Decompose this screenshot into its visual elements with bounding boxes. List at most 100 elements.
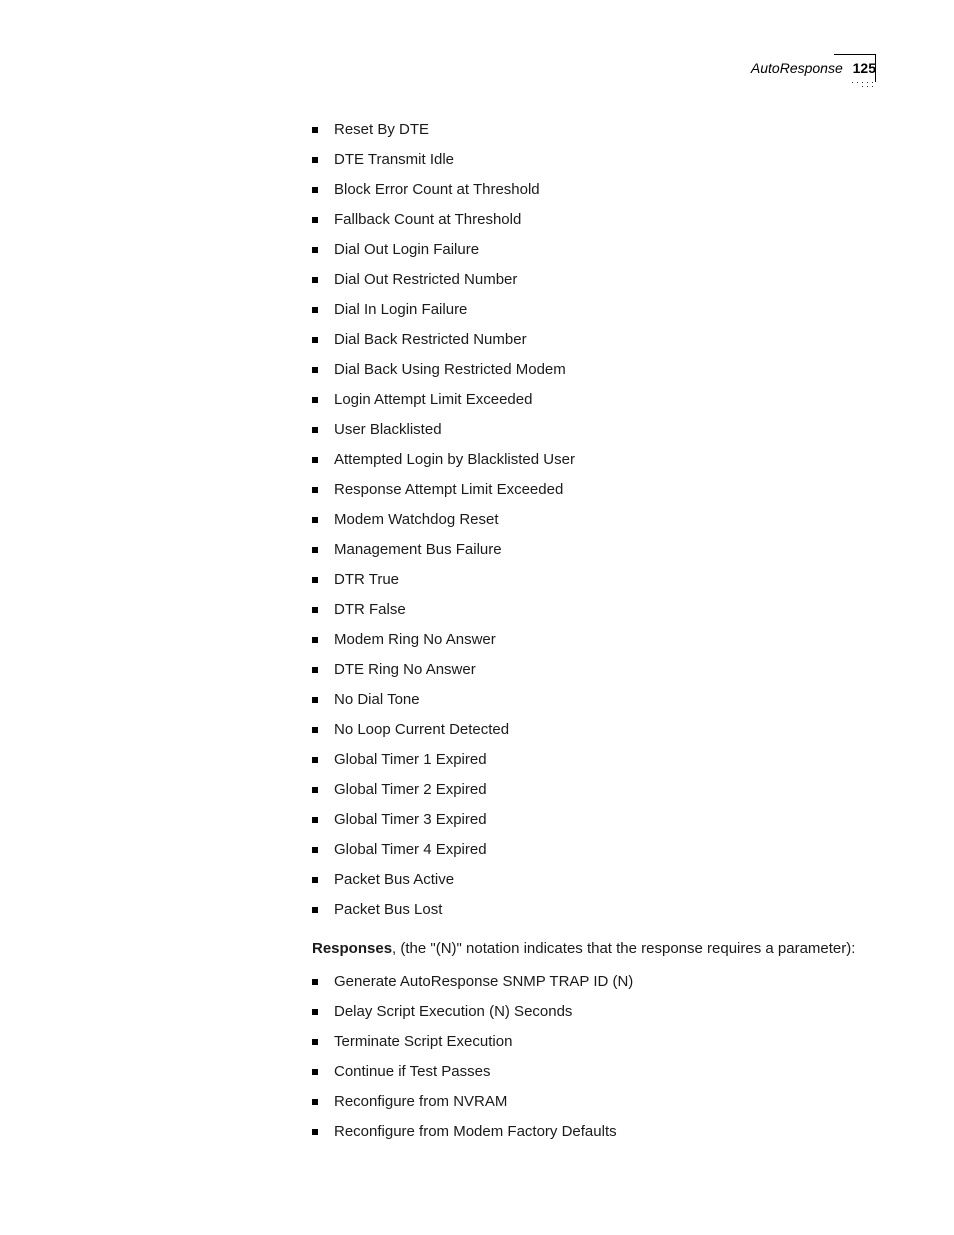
event-item: Packet Bus Lost: [312, 900, 892, 920]
response-item-label: Delay Script Execution (N) Seconds: [334, 1003, 572, 1020]
bullet-square-icon: [312, 367, 318, 373]
event-item: Response Attempt Limit Exceeded: [312, 480, 892, 500]
event-item: No Dial Tone: [312, 690, 892, 710]
event-item-label: Packet Bus Active: [334, 871, 454, 888]
event-item: Dial Out Login Failure: [312, 240, 892, 260]
event-item-label: Login Attempt Limit Exceeded: [334, 391, 532, 408]
event-item-label: DTE Transmit Idle: [334, 151, 454, 168]
bullet-square-icon: [312, 1009, 318, 1015]
bullet-square-icon: [312, 187, 318, 193]
event-item: DTE Ring No Answer: [312, 660, 892, 680]
event-item-label: Fallback Count at Threshold: [334, 211, 521, 228]
bullet-square-icon: [312, 817, 318, 823]
event-item: Modem Watchdog Reset: [312, 510, 892, 530]
event-item-label: Modem Watchdog Reset: [334, 511, 499, 528]
response-item: Generate AutoResponse SNMP TRAP ID (N): [312, 972, 892, 992]
bullet-square-icon: [312, 787, 318, 793]
event-item-label: Packet Bus Lost: [334, 901, 442, 918]
bullet-square-icon: [312, 979, 318, 985]
event-item: Block Error Count at Threshold: [312, 180, 892, 200]
page-number: 125: [853, 60, 876, 76]
bullet-square-icon: [312, 1039, 318, 1045]
bullet-square-icon: [312, 697, 318, 703]
event-item-label: DTR True: [334, 571, 399, 588]
bullet-square-icon: [312, 397, 318, 403]
bullet-square-icon: [312, 457, 318, 463]
bullet-square-icon: [312, 637, 318, 643]
event-item: Fallback Count at Threshold: [312, 210, 892, 230]
event-item: Dial In Login Failure: [312, 300, 892, 320]
response-item-label: Generate AutoResponse SNMP TRAP ID (N): [334, 973, 633, 990]
event-item-label: Global Timer 4 Expired: [334, 841, 487, 858]
event-item-label: DTR False: [334, 601, 406, 618]
event-item-label: User Blacklisted: [334, 421, 442, 438]
bullet-square-icon: [312, 487, 318, 493]
bullet-square-icon: [312, 757, 318, 763]
event-item: Global Timer 4 Expired: [312, 840, 892, 860]
responses-lead: Responses: [312, 940, 392, 957]
event-item-label: Attempted Login by Blacklisted User: [334, 451, 575, 468]
event-item-label: Reset By DTE: [334, 121, 429, 138]
bullet-square-icon: [312, 667, 318, 673]
event-item-label: Dial In Login Failure: [334, 301, 467, 318]
bullet-square-icon: [312, 247, 318, 253]
page-content: Reset By DTE DTE Transmit Idle Block Error…: [312, 120, 892, 1142]
event-item: DTR False: [312, 600, 892, 620]
bullet-square-icon: [312, 127, 318, 133]
response-item: Terminate Script Execution: [312, 1032, 892, 1052]
header-section: AutoResponse: [751, 60, 843, 76]
event-item: Global Timer 3 Expired: [312, 810, 892, 830]
event-item-label: No Dial Tone: [334, 691, 420, 708]
bullet-square-icon: [312, 607, 318, 613]
bullet-square-icon: [312, 217, 318, 223]
event-item: Global Timer 1 Expired: [312, 750, 892, 770]
header-ornament-icon: ····· ···: [834, 78, 876, 96]
event-item: Dial Back Using Restricted Modem: [312, 360, 892, 380]
event-item: No Loop Current Detected: [312, 720, 892, 740]
response-item: Reconfigure from Modem Factory Defaults: [312, 1122, 892, 1142]
responses-intro: Responses, (the "(N)" notation indicates…: [312, 938, 892, 960]
event-item-label: Block Error Count at Threshold: [334, 181, 540, 198]
event-item-label: Dial Out Restricted Number: [334, 271, 517, 288]
event-item: Dial Back Restricted Number: [312, 330, 892, 350]
event-item: Modem Ring No Answer: [312, 630, 892, 650]
bullet-square-icon: [312, 907, 318, 913]
event-item: Global Timer 2 Expired: [312, 780, 892, 800]
bullet-square-icon: [312, 1129, 318, 1135]
bullet-square-icon: [312, 157, 318, 163]
bullet-square-icon: [312, 1099, 318, 1105]
response-item-label: Reconfigure from NVRAM: [334, 1093, 507, 1110]
response-item-label: Continue if Test Passes: [334, 1063, 490, 1080]
event-item: Dial Out Restricted Number: [312, 270, 892, 290]
event-item-label: No Loop Current Detected: [334, 721, 509, 738]
event-item-label: Dial Back Using Restricted Modem: [334, 361, 566, 378]
bullet-square-icon: [312, 427, 318, 433]
event-item: User Blacklisted: [312, 420, 892, 440]
bullet-square-icon: [312, 727, 318, 733]
response-item: Reconfigure from NVRAM: [312, 1092, 892, 1112]
event-item: DTE Transmit Idle: [312, 150, 892, 170]
bullet-square-icon: [312, 337, 318, 343]
bullet-square-icon: [312, 547, 318, 553]
response-item-label: Terminate Script Execution: [334, 1033, 512, 1050]
event-item-label: Response Attempt Limit Exceeded: [334, 481, 563, 498]
event-item: Management Bus Failure: [312, 540, 892, 560]
event-item-label: Management Bus Failure: [334, 541, 502, 558]
bullet-square-icon: [312, 307, 318, 313]
event-item: Reset By DTE: [312, 120, 892, 140]
bullet-square-icon: [312, 847, 318, 853]
event-item-label: Global Timer 1 Expired: [334, 751, 487, 768]
event-item: DTR True: [312, 570, 892, 590]
event-item-label: Modem Ring No Answer: [334, 631, 496, 648]
response-item-label: Reconfigure from Modem Factory Defaults: [334, 1123, 617, 1140]
event-item-label: Global Timer 2 Expired: [334, 781, 487, 798]
bullet-square-icon: [312, 517, 318, 523]
event-item: Attempted Login by Blacklisted User: [312, 450, 892, 470]
event-item-label: Dial Out Login Failure: [334, 241, 479, 258]
bullet-square-icon: [312, 1069, 318, 1075]
event-item: Packet Bus Active: [312, 870, 892, 890]
response-item: Delay Script Execution (N) Seconds: [312, 1002, 892, 1022]
event-item: Login Attempt Limit Exceeded: [312, 390, 892, 410]
bullet-square-icon: [312, 877, 318, 883]
responses-rest: , (the "(N)" notation indicates that the…: [392, 940, 855, 957]
